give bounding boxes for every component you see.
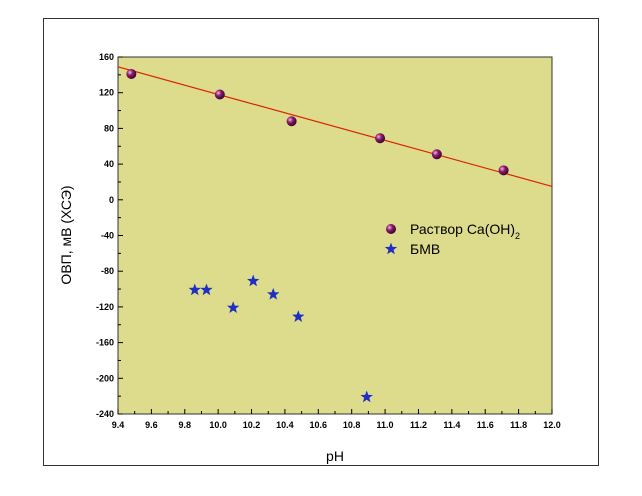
fit-line xyxy=(117,66,553,187)
x-tick-label-2: 9.8 xyxy=(179,420,192,430)
series-0-point-1 xyxy=(214,89,225,100)
y-tick-label-6: -80 xyxy=(101,266,114,276)
legend-marker-icon-0 xyxy=(386,224,396,234)
y-tick-label-1: 120 xyxy=(99,88,114,98)
plot-area xyxy=(117,56,553,415)
x-tick-label-13: 12.0 xyxy=(543,420,561,430)
series-1-point-5 xyxy=(292,310,305,322)
x-tick-label-5: 10.4 xyxy=(276,420,294,430)
y-tick-label-5: -40 xyxy=(101,231,114,241)
data-points xyxy=(126,68,509,403)
series-1-point-6 xyxy=(360,390,373,403)
x-tick-label-11: 11.6 xyxy=(477,420,494,430)
x-tick-label-6: 10.6 xyxy=(310,420,328,430)
x-tick-label-10: 11.4 xyxy=(443,420,460,430)
legend-label-bmv: БМВ xyxy=(410,241,440,257)
axis-ticks: 9.4 9.6 9.8 10.0 10.2 10.4 10.6 10.8 11.0 11.2 11.… xyxy=(96,52,561,430)
legend-label-ca-oh2: Раствор Ca(OH)2 xyxy=(410,221,520,241)
legend-label-ca-oh2-subscript: 2 xyxy=(515,231,520,241)
series-0-point-2 xyxy=(286,116,297,127)
y-axis-title: ОВП, мВ (ХСЭ) xyxy=(58,185,74,284)
legend: Раствор Ca(OH)2 БМВ xyxy=(384,221,520,257)
y-tick-label-9: -200 xyxy=(96,373,114,383)
legend-label-ca-oh2-main: Раствор Ca(OH) xyxy=(410,221,515,237)
y-tick-label-10: -240 xyxy=(96,409,114,419)
x-tick-label-3: 10.0 xyxy=(209,420,227,430)
x-tick-label-7: 10.8 xyxy=(343,420,361,430)
x-tick-label-4: 10.2 xyxy=(243,420,261,430)
series-0-point-3 xyxy=(375,133,386,144)
series-1-point-1 xyxy=(200,283,213,296)
series-1-point-3 xyxy=(247,274,260,287)
x-tick-label-9: 11.2 xyxy=(410,420,427,430)
x-tick-label-12: 11.8 xyxy=(510,420,527,430)
series-0-point-4 xyxy=(431,149,442,160)
y-tick-label-8: -160 xyxy=(96,338,114,348)
x-tick-label-8: 11.0 xyxy=(377,420,394,430)
series-1-point-4 xyxy=(267,287,280,300)
x-axis-title: pH xyxy=(326,448,344,464)
legend-marker-icon-1 xyxy=(384,242,398,255)
series-0-point-0 xyxy=(126,68,137,79)
x-tick-label-1: 9.6 xyxy=(145,420,158,430)
legend-marker-ca-oh2 xyxy=(386,224,396,234)
y-tick-label-4: 0 xyxy=(109,195,114,205)
legend-marker-bmv xyxy=(384,242,398,255)
y-tick-label-2: 80 xyxy=(104,123,114,133)
series-1-point-0 xyxy=(188,283,201,296)
y-tick-label-0: 160 xyxy=(99,52,114,62)
x-tick-label-0: 9.4 xyxy=(112,420,125,430)
y-tick-label-7: -120 xyxy=(96,302,114,312)
y-tick-label-3: 40 xyxy=(104,159,114,169)
series-0-point-5 xyxy=(498,165,509,176)
series-1-point-2 xyxy=(227,301,240,314)
